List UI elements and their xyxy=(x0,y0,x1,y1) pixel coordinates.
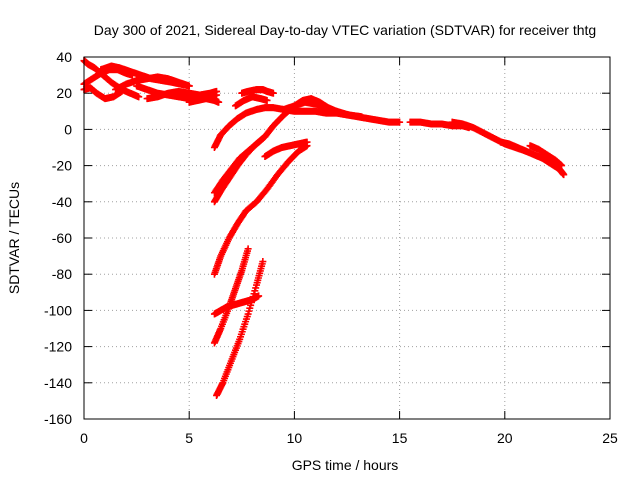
data-point xyxy=(244,245,252,253)
axis-ticks xyxy=(83,56,611,420)
series-arc-22 xyxy=(497,138,568,179)
data-point xyxy=(560,171,568,179)
x-tick-label: 5 xyxy=(185,430,193,446)
series-arc-8 xyxy=(185,95,223,106)
data-point xyxy=(259,134,267,142)
series-arc-23 xyxy=(526,142,566,170)
data-point xyxy=(213,87,221,95)
y-tick-label: -100 xyxy=(44,302,72,318)
y-tick-label: -140 xyxy=(44,375,72,391)
data-points xyxy=(80,57,568,399)
chart-title: Day 300 of 2021, Sidereal Day-to-day VTE… xyxy=(94,22,596,38)
series-arc-12 xyxy=(231,93,271,110)
y-tick-label: -40 xyxy=(52,194,72,210)
y-tick-label: 20 xyxy=(56,85,72,101)
data-point xyxy=(396,118,404,126)
data-point xyxy=(358,113,366,121)
series-arc-13 xyxy=(210,134,267,206)
y-tick-label: 40 xyxy=(56,49,72,65)
data-point xyxy=(259,258,267,266)
x-tick-label: 10 xyxy=(287,430,303,446)
x-tick-label: 20 xyxy=(497,430,513,446)
data-point xyxy=(185,82,193,90)
x-tick-labels: 0 5 10 15 20 25 xyxy=(80,430,618,446)
x-tick-label: 15 xyxy=(392,430,408,446)
series-arc-5 xyxy=(112,73,193,94)
y-axis-label: SDTVAR / TECUs xyxy=(6,182,22,294)
y-tick-label: -20 xyxy=(52,158,72,174)
y-tick-label: -160 xyxy=(44,411,72,427)
series-arc-16 xyxy=(210,245,252,347)
y-tick-labels: 40 20 0 -20 -40 -60 -80 -100 -120 -140 -160 xyxy=(44,49,72,427)
series-arc-11 xyxy=(238,86,277,97)
data-point xyxy=(135,93,143,101)
series-arc-17 xyxy=(213,258,267,399)
series-arc-7 xyxy=(143,87,221,103)
series-arc-14 xyxy=(210,142,311,278)
series-arc-1 xyxy=(80,57,143,101)
x-axis-label: GPS time / hours xyxy=(292,457,399,473)
x-tick-label: 0 xyxy=(80,430,88,446)
x-tick-label: 25 xyxy=(602,430,618,446)
data-point xyxy=(263,96,271,104)
series-arc-18 xyxy=(261,138,311,161)
data-point xyxy=(269,89,277,97)
y-tick-label: -120 xyxy=(44,339,72,355)
y-tick-label: -80 xyxy=(52,266,72,282)
data-point xyxy=(303,138,311,146)
y-tick-label: -60 xyxy=(52,230,72,246)
grid-lines xyxy=(84,57,610,419)
data-point xyxy=(558,162,566,170)
y-tick-label: 0 xyxy=(64,121,72,137)
data-point xyxy=(215,98,223,106)
series-arc-19 xyxy=(280,98,366,121)
